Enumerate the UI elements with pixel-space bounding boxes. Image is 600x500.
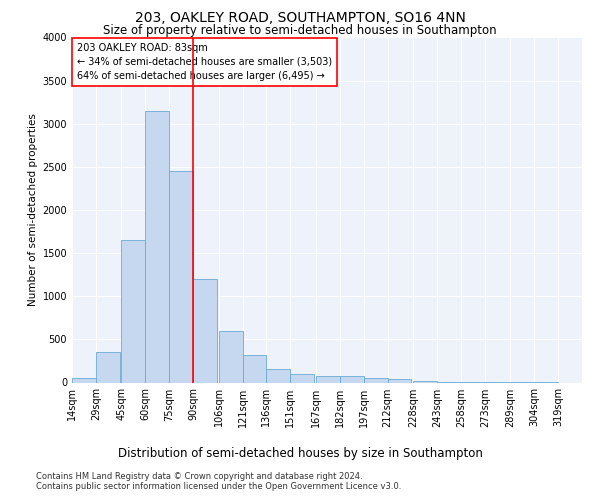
Bar [218,331,242,382]
Bar [193,279,217,382]
Text: Contains HM Land Registry data © Crown copyright and database right 2024.: Contains HM Land Registry data © Crown c… [36,472,362,481]
Text: Distribution of semi-detached houses by size in Southampton: Distribution of semi-detached houses by … [118,448,482,460]
Bar [316,376,340,382]
Bar [340,376,364,382]
Bar [121,240,145,382]
Bar [169,171,193,382]
Bar [413,381,437,382]
Text: 203 OAKLEY ROAD: 83sqm
← 34% of semi-detached houses are smaller (3,503)
64% of : 203 OAKLEY ROAD: 83sqm ← 34% of semi-det… [77,42,332,80]
Bar [266,368,290,382]
Text: Contains public sector information licensed under the Open Government Licence v3: Contains public sector information licen… [36,482,401,491]
Bar [242,355,266,382]
Text: Size of property relative to semi-detached houses in Southampton: Size of property relative to semi-detach… [103,24,497,37]
Bar [388,380,412,382]
Bar [145,111,169,382]
Bar [96,352,120,382]
Bar [72,378,96,382]
Y-axis label: Number of semi-detached properties: Number of semi-detached properties [28,114,38,306]
Text: 203, OAKLEY ROAD, SOUTHAMPTON, SO16 4NN: 203, OAKLEY ROAD, SOUTHAMPTON, SO16 4NN [134,12,466,26]
Bar [364,378,388,382]
Bar [290,374,314,382]
